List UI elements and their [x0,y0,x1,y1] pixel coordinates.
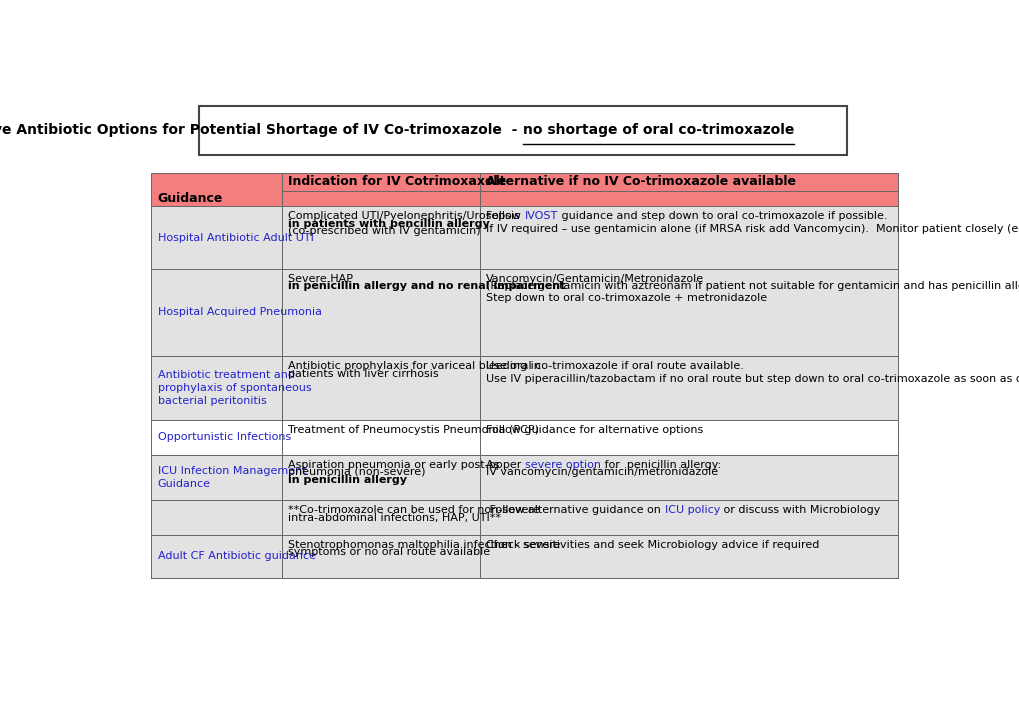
Text: Hospital Antibiotic Adult UTI: Hospital Antibiotic Adult UTI [157,233,313,242]
Bar [281,500,479,534]
Bar [281,191,479,206]
Text: or discuss with Microbiology: or discuss with Microbiology [719,505,879,515]
Bar [479,191,898,206]
Bar [151,420,281,455]
Text: intra-abdominal infections, HAP, UTI**: intra-abdominal infections, HAP, UTI** [288,513,500,523]
Text: severe option: severe option [525,459,600,469]
Text: IV vancomycin/gentamicin/metronidazole: IV vancomycin/gentamicin/metronidazole [486,467,717,477]
Text: ICU Infection Management
Guidance: ICU Infection Management Guidance [157,466,306,489]
Bar [479,172,898,191]
Bar [479,269,898,356]
Bar [151,356,281,420]
Text: for  penicillin allergy:: for penicillin allergy: [600,459,720,469]
Text: Adult CF Antibiotic guidance: Adult CF Antibiotic guidance [157,551,315,561]
Text: in penicillin allergy and no renal impairment: in penicillin allergy and no renal impai… [288,281,566,291]
Bar [151,172,281,206]
Text: (co-prescribed with IV gentamicin): (co-prescribed with IV gentamicin) [288,226,480,236]
Text: (Replace gentamicin with aztreonam if patient not suitable for gentamicin and ha: (Replace gentamicin with aztreonam if pa… [486,281,1019,291]
Text: Severe HAP: Severe HAP [288,273,353,283]
Bar [479,420,898,455]
Bar [281,206,479,269]
Text: Follow: Follow [486,211,524,221]
Bar [479,534,898,578]
Text: Opportunistic Infections: Opportunistic Infections [157,433,290,443]
Text: Guidance: Guidance [157,193,223,205]
Bar [479,206,898,269]
Text: Stenotrophomonas maltophilia infection - severe: Stenotrophomonas maltophilia infection -… [288,539,560,549]
Bar [151,269,281,356]
Text: Alternative Antibiotic Options for Potential Shortage of IV Co-trimoxazole  -: Alternative Antibiotic Options for Poten… [0,123,522,138]
Bar [281,420,479,455]
Bar [281,172,479,191]
Bar [281,534,479,578]
Text: Complicated UTI/Pyelonephritis/Urosepsis: Complicated UTI/Pyelonephritis/Urosepsis [288,211,520,221]
Bar [281,356,479,420]
Text: IVOST: IVOST [524,211,557,221]
Bar [151,534,281,578]
Text: Follow guidance for alternative options: Follow guidance for alternative options [486,425,703,435]
Bar [479,356,898,420]
Text: pneumonia (non-severe): pneumonia (non-severe) [288,467,429,477]
Text: Use oral co-trimoxazole if oral route available.: Use oral co-trimoxazole if oral route av… [486,361,744,371]
Text: Aspiration pneumonia or early post-op: Aspiration pneumonia or early post-op [288,459,502,469]
Text: patients with liver cirrhosis: patients with liver cirrhosis [288,369,438,379]
Text: no shortage of oral co-trimoxazole: no shortage of oral co-trimoxazole [522,123,794,138]
Text: Antibiotic prophylaxis for variceal bleeding in: Antibiotic prophylaxis for variceal blee… [288,361,541,371]
Text: in patients with pencillin allergy: in patients with pencillin allergy [288,219,489,229]
Text: Follow alternative guidance on: Follow alternative guidance on [486,505,664,515]
Text: ICU policy: ICU policy [664,505,719,515]
Text: guidance and step down to oral co-trimoxazole if possible.: guidance and step down to oral co-trimox… [557,211,887,221]
Text: Check sensitivities and seek Microbiology advice if required: Check sensitivities and seek Microbiolog… [486,539,819,549]
Text: Indication for IV Cotrimoxaxole: Indication for IV Cotrimoxaxole [288,175,505,188]
Bar [151,206,281,269]
Text: symptoms or no oral route available: symptoms or no oral route available [288,547,490,557]
Text: Alternative if no IV Co-trimoxazole available: Alternative if no IV Co-trimoxazole avai… [486,175,796,188]
Bar [281,455,479,500]
Text: in penicillin allergy: in penicillin allergy [288,474,407,485]
Text: If IV required – use gentamicin alone (if MRSA risk add Vancomycin).  Monitor pa: If IV required – use gentamicin alone (i… [486,224,1019,234]
Text: Treatment of Pneumocystis Pneumonia (PCP): Treatment of Pneumocystis Pneumonia (PCP… [288,425,539,435]
Text: Vancomycin/Gentamicin/Metronidazole: Vancomycin/Gentamicin/Metronidazole [486,273,704,283]
Text: Hospital Acquired Pneumonia: Hospital Acquired Pneumonia [157,307,321,317]
Text: **Co-trimoxazole can be used for non-severe: **Co-trimoxazole can be used for non-sev… [288,505,539,515]
Bar [479,500,898,534]
FancyBboxPatch shape [199,106,846,155]
Text: Use IV piperacillin/tazobactam if no oral route but step down to oral co-trimoxa: Use IV piperacillin/tazobactam if no ora… [486,373,1019,384]
Bar [151,500,281,534]
Text: Antibiotic treatment and
prophylaxis of spontaneous
bacterial peritonitis: Antibiotic treatment and prophylaxis of … [157,370,311,407]
Bar [479,455,898,500]
Bar [151,455,281,500]
Bar [281,269,479,356]
Text: As per: As per [486,459,525,469]
Text: Step down to oral co-trimoxazole + metronidazole: Step down to oral co-trimoxazole + metro… [486,293,766,304]
